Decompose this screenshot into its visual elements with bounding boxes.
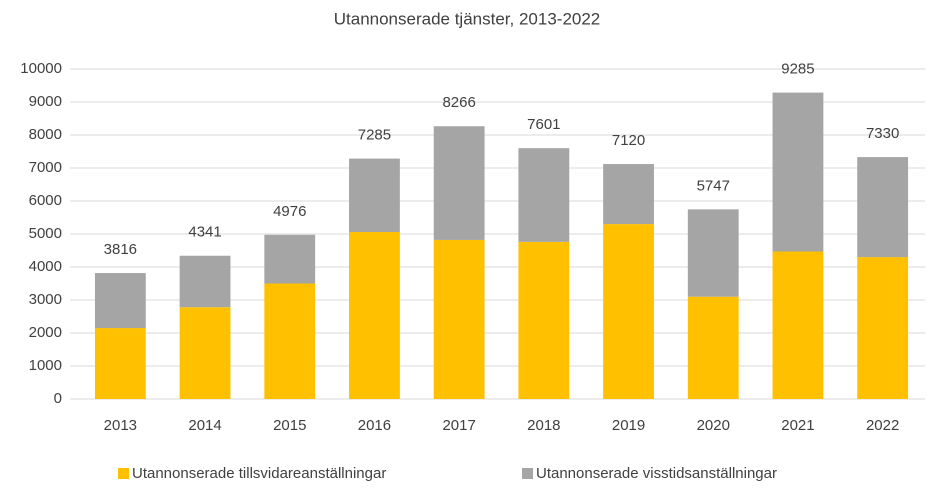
- bar-segment: [179, 255, 231, 308]
- bar-segment: [94, 328, 146, 399]
- y-tick-label: 2000: [29, 324, 62, 341]
- x-tick-label: 2016: [358, 417, 391, 434]
- total-label: 8266: [442, 94, 475, 111]
- x-tick-label: 2018: [527, 417, 560, 434]
- bar-segment: [433, 239, 485, 399]
- y-tick-label: 9000: [29, 93, 62, 110]
- total-label: 7601: [527, 116, 560, 133]
- bar-segment: [687, 296, 739, 399]
- bar-segment: [433, 126, 485, 240]
- total-label: 9285: [781, 61, 814, 78]
- total-label: 3816: [104, 241, 137, 258]
- bar-segment: [857, 157, 909, 258]
- bar-segment: [603, 164, 654, 225]
- y-tick-label: 3000: [29, 291, 62, 308]
- total-label: 7120: [612, 132, 645, 149]
- bar-segment: [264, 234, 316, 284]
- y-tick-label: 5000: [29, 225, 62, 242]
- y-tick-label: 0: [54, 390, 62, 407]
- total-label: 7285: [358, 127, 391, 144]
- bar-segment: [94, 273, 146, 329]
- x-tick-label: 2019: [612, 417, 645, 434]
- bar-segment: [687, 209, 739, 297]
- bar-segment: [349, 232, 400, 399]
- y-tick-label: 1000: [29, 357, 62, 374]
- y-tick-label: 4000: [29, 258, 62, 275]
- x-tick-label: 2014: [188, 417, 221, 434]
- total-label: 7330: [866, 125, 899, 142]
- chart-title: Utannonserade tjänster, 2013-2022: [334, 9, 601, 28]
- bar-segment: [772, 251, 824, 399]
- x-tick-label: 2020: [697, 417, 730, 434]
- total-label: 4976: [273, 203, 306, 220]
- bar-segment: [179, 307, 231, 399]
- bar-segment: [518, 241, 570, 399]
- x-tick-label: 2021: [781, 417, 814, 434]
- legend-swatch: [522, 468, 533, 479]
- y-tick-label: 6000: [29, 192, 62, 209]
- bar-segment: [603, 224, 654, 399]
- x-tick-label: 2013: [104, 417, 137, 434]
- y-tick-label: 8000: [29, 126, 62, 143]
- x-tick-label: 2017: [442, 417, 475, 434]
- y-tick-label: 7000: [29, 159, 62, 176]
- total-label: 4341: [188, 224, 221, 241]
- y-tick-label: 10000: [20, 60, 62, 77]
- x-tick-label: 2015: [273, 417, 306, 434]
- bar-segment: [857, 257, 909, 399]
- legend-swatch: [118, 468, 129, 479]
- bar-segment: [518, 148, 570, 242]
- bar-segment: [264, 283, 316, 399]
- x-tick-label: 2022: [866, 417, 899, 434]
- bar-segment: [349, 158, 400, 233]
- legend-label: Utannonserade tillsvidareanställningar: [132, 465, 386, 482]
- legend-label: Utannonserade visstidsanställningar: [536, 465, 777, 482]
- bar-segment: [772, 92, 824, 252]
- total-label: 5747: [697, 177, 730, 194]
